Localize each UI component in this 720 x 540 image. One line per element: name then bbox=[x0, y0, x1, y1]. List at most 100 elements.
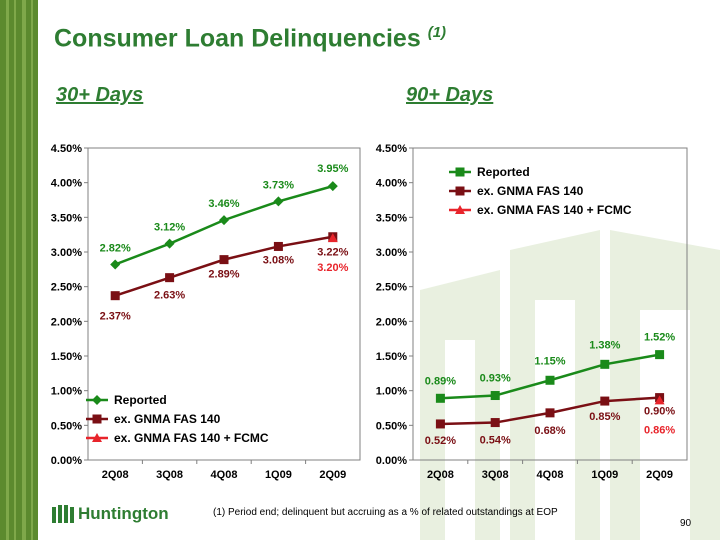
data-point-marker bbox=[327, 233, 338, 243]
data-point-marker bbox=[110, 259, 121, 270]
legend: Reported ex. GNMA FAS 140 ex. GNMA FAS 140… bbox=[86, 393, 269, 445]
data-point-marker bbox=[455, 186, 465, 196]
page-title: Consumer Loan Delinquencies (1) bbox=[54, 24, 447, 53]
data-point-marker bbox=[273, 196, 284, 207]
y-tick-label: 4.00% bbox=[376, 178, 407, 190]
y-tick-label: 3.00% bbox=[51, 247, 82, 259]
chart-90-days-title: 90+ Days bbox=[406, 84, 494, 106]
huntington-logo: Huntington bbox=[52, 504, 169, 524]
data-point-marker bbox=[545, 408, 555, 418]
data-label: 0.54% bbox=[480, 435, 511, 447]
data-point-marker bbox=[490, 418, 500, 428]
data-label: 0.89% bbox=[425, 375, 456, 387]
logo-mark-icon bbox=[52, 505, 74, 523]
series-1: 0.52% 0.54% 0.68% 0.85% 0.90% bbox=[425, 393, 675, 447]
page-number: 90 bbox=[680, 518, 692, 529]
left-decorative-bar bbox=[0, 0, 38, 540]
x-tick-label: 2Q09 bbox=[319, 469, 346, 481]
chart-30-days-title: 30+ Days bbox=[56, 84, 144, 106]
x-tick-label: 2Q08 bbox=[427, 469, 454, 481]
data-label: 3.20% bbox=[317, 262, 348, 274]
data-label: 3.08% bbox=[263, 254, 294, 266]
plot-area bbox=[87, 147, 361, 461]
legend-entry: ex. GNMA FAS 140 bbox=[477, 184, 584, 198]
data-point-marker bbox=[92, 414, 102, 424]
background-logo-art bbox=[420, 230, 720, 540]
data-label: 3.95% bbox=[317, 163, 348, 175]
logo-text: Huntington bbox=[78, 504, 169, 523]
x-tick-label: 1Q09 bbox=[591, 469, 618, 481]
data-point-marker bbox=[545, 375, 555, 385]
data-label: 0.68% bbox=[534, 425, 565, 437]
data-point-marker bbox=[219, 215, 229, 226]
y-tick-label: 0.50% bbox=[51, 420, 82, 432]
legend: Reported ex. GNMA FAS 140 ex. GNMA FAS 140… bbox=[449, 165, 632, 217]
x-tick-label: 2Q09 bbox=[646, 469, 673, 481]
y-tick-label: 0.00% bbox=[376, 455, 407, 467]
data-point-marker bbox=[273, 241, 283, 251]
data-point-marker bbox=[654, 395, 665, 405]
data-point-marker bbox=[655, 350, 665, 360]
y-tick-label: 3.00% bbox=[376, 247, 407, 259]
x-tick-label: 3Q08 bbox=[482, 469, 509, 481]
data-point-marker bbox=[164, 238, 175, 249]
data-point-marker bbox=[455, 167, 465, 177]
series-0: 0.89% 0.93% 1.15% 1.38% 1.52% bbox=[425, 332, 675, 403]
y-tick-label: 2.00% bbox=[51, 316, 82, 328]
y-tick-label: 1.50% bbox=[376, 351, 407, 363]
data-point-marker bbox=[435, 419, 445, 429]
data-label: 1.38% bbox=[589, 339, 620, 351]
y-tick-label: 2.50% bbox=[51, 282, 82, 294]
data-label: 3.22% bbox=[317, 247, 348, 259]
data-label: 0.90% bbox=[644, 406, 675, 418]
x-tick-label: 1Q09 bbox=[265, 469, 292, 481]
data-label: 3.73% bbox=[263, 179, 294, 191]
y-tick-label: 0.50% bbox=[376, 420, 407, 432]
y-tick-label: 4.50% bbox=[376, 143, 407, 155]
data-label: 0.86% bbox=[644, 424, 675, 436]
legend-entry: ex. GNMA FAS 140 + FCMC bbox=[114, 431, 269, 445]
legend-entry: ex. GNMA FAS 140 bbox=[114, 412, 221, 426]
y-tick-label: 4.00% bbox=[51, 178, 82, 190]
legend-entry: Reported bbox=[114, 393, 167, 407]
y-tick-label: 4.50% bbox=[51, 143, 82, 155]
data-point-marker bbox=[600, 359, 610, 369]
data-point-marker bbox=[219, 255, 229, 265]
legend-entry: ex. GNMA FAS 140 + FCMC bbox=[477, 203, 632, 217]
data-point-marker bbox=[490, 391, 500, 401]
data-label: 0.52% bbox=[425, 435, 456, 447]
data-point-marker bbox=[435, 393, 445, 403]
y-tick-label: 3.50% bbox=[51, 212, 82, 224]
data-point-marker bbox=[455, 205, 465, 214]
data-point-marker bbox=[110, 291, 120, 301]
x-tick-label: 4Q08 bbox=[211, 469, 238, 481]
data-point-marker bbox=[327, 181, 338, 192]
series-0: 2.82% 3.12% 3.46% 3.73% 3.95% bbox=[100, 163, 349, 270]
data-label: 2.63% bbox=[154, 290, 185, 302]
data-point-marker bbox=[600, 396, 610, 406]
data-label: 1.15% bbox=[534, 355, 565, 367]
y-tick-label: 1.50% bbox=[51, 351, 82, 363]
y-tick-label: 1.00% bbox=[376, 386, 407, 398]
title-footnote-ref: (1) bbox=[427, 24, 447, 41]
x-tick-label: 3Q08 bbox=[156, 469, 183, 481]
y-tick-label: 3.50% bbox=[376, 212, 407, 224]
data-label: 1.52% bbox=[644, 332, 675, 344]
data-label: 2.82% bbox=[100, 242, 131, 254]
series-2: 3.20% bbox=[317, 233, 349, 274]
data-label: 2.89% bbox=[208, 269, 239, 281]
y-tick-label: 2.50% bbox=[376, 282, 407, 294]
legend-entry: Reported bbox=[477, 165, 530, 179]
data-point-marker bbox=[165, 273, 175, 283]
x-tick-label: 4Q08 bbox=[537, 469, 564, 481]
series-2: 0.86% bbox=[644, 395, 675, 436]
x-tick-label: 2Q08 bbox=[102, 469, 129, 481]
data-label: 3.12% bbox=[154, 222, 185, 234]
y-tick-label: 0.00% bbox=[51, 455, 82, 467]
plot-area bbox=[412, 147, 688, 461]
data-point-marker bbox=[92, 395, 102, 405]
y-tick-label: 1.00% bbox=[51, 386, 82, 398]
footnote: (1) Period end; delinquent but accruing … bbox=[213, 507, 558, 518]
